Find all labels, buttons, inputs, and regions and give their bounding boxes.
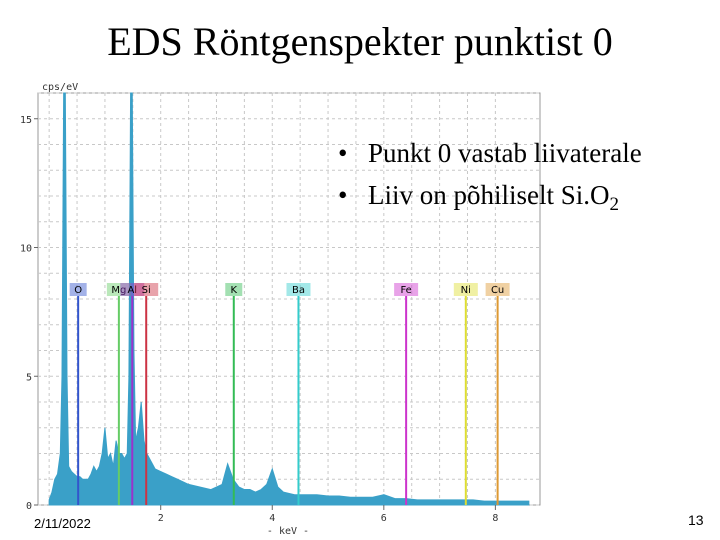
element-label-si: Si xyxy=(142,285,151,296)
bullet-text: Punkt 0 vastab liivaterale xyxy=(368,138,642,168)
x-tick-label: 6 xyxy=(381,513,387,524)
element-label-box-al xyxy=(120,283,145,296)
element-lines-layer: O Mg Al Si K Ba Fe Ni Cu xyxy=(69,283,510,505)
element-label-box-fe xyxy=(394,283,419,296)
element-label-box-o xyxy=(69,283,87,296)
spectrum-layer xyxy=(48,92,530,506)
slide-title: EDS Röntgenspekter punktist 0 xyxy=(107,19,613,64)
y-tick-label: 5 xyxy=(26,372,32,383)
element-label-box-ni xyxy=(453,283,478,296)
element-label-mg: Mg xyxy=(111,285,126,296)
element-label-box-k xyxy=(225,283,243,296)
element-label-ba: Ba xyxy=(292,285,305,296)
bullet-list: • Punkt 0 vastab liivaterale • Liiv on p… xyxy=(338,137,708,221)
x-tick-label: 2 xyxy=(158,513,164,524)
element-label-box-ba xyxy=(286,283,311,296)
spectrum-area xyxy=(48,92,530,506)
bullet-dot-icon: • xyxy=(338,180,348,210)
element-label-ni: Ni xyxy=(461,285,471,296)
axis-layer: 0 5 10 15 2 4 6 8 cps/eV - keV - xyxy=(20,82,498,537)
x-axis-label: - keV - xyxy=(267,526,309,537)
y-tick-label: 10 xyxy=(20,244,32,255)
element-label-box-cu xyxy=(485,283,510,296)
grid-layer xyxy=(37,92,541,506)
x-tick-label: 4 xyxy=(269,513,275,524)
slide-date: 2/11/2022 xyxy=(34,516,91,531)
bullet-subscript: 2 xyxy=(609,194,620,215)
element-label-fe: Fe xyxy=(400,285,411,296)
element-label-cu: Cu xyxy=(491,285,504,296)
element-label-o: O xyxy=(74,285,82,296)
bullet-dot-icon: • xyxy=(338,138,348,168)
element-label-k: K xyxy=(230,285,237,296)
y-tick-label: 15 xyxy=(20,115,32,126)
bullet-text: Liiv on põhiliselt Si.O xyxy=(368,180,610,210)
y-axis-label: cps/eV xyxy=(42,82,78,93)
element-label-box-si xyxy=(134,283,159,296)
bullet-item: • Punkt 0 vastab liivaterale xyxy=(338,137,708,179)
page-number: 13 xyxy=(688,512,704,528)
element-label-al: Al xyxy=(127,285,137,296)
y-tick-label: 0 xyxy=(26,501,32,512)
bullet-item: • Liiv on põhiliselt Si.O2 xyxy=(338,179,708,221)
x-tick-label: 8 xyxy=(492,513,498,524)
element-label-box-mg xyxy=(106,283,131,296)
plot-area xyxy=(37,92,541,506)
